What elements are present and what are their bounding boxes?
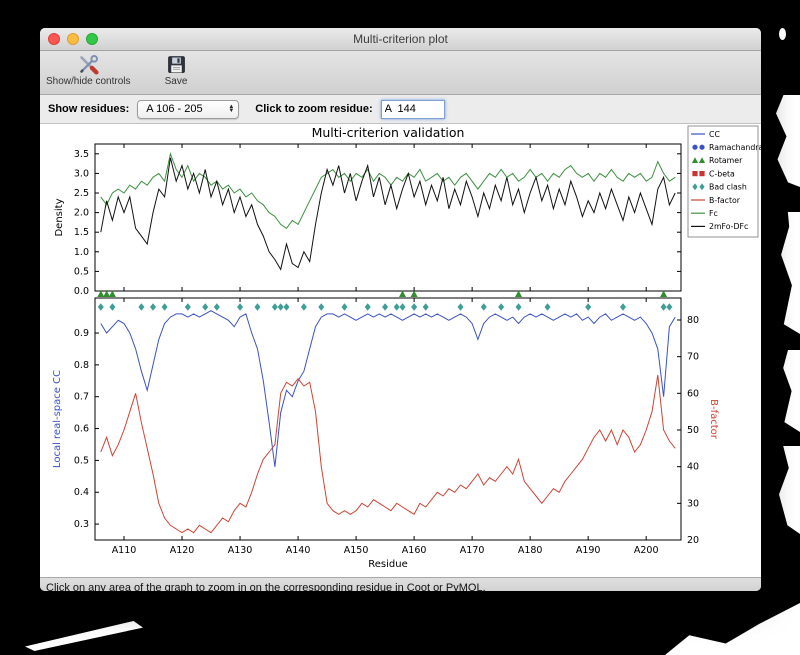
status-bar: Click on any area of the graph to zoom i… bbox=[40, 577, 761, 591]
svg-text:A130: A130 bbox=[228, 545, 253, 556]
svg-text:40: 40 bbox=[687, 462, 699, 473]
residue-range-value: A 106 - 205 bbox=[146, 103, 203, 115]
svg-text:Bad clash: Bad clash bbox=[709, 183, 747, 192]
svg-text:70: 70 bbox=[687, 352, 699, 363]
background-artifact bbox=[779, 28, 786, 40]
svg-text:0.0: 0.0 bbox=[74, 286, 89, 297]
svg-text:80: 80 bbox=[687, 315, 699, 326]
svg-text:Multi-criterion validation: Multi-criterion validation bbox=[312, 125, 465, 140]
background-artifact bbox=[781, 212, 800, 334]
background-artifact bbox=[783, 350, 800, 432]
toolbar: Show/hide controls Save bbox=[40, 51, 761, 95]
svg-text:0.9: 0.9 bbox=[74, 328, 89, 339]
svg-text:50: 50 bbox=[687, 425, 699, 436]
svg-text:A190: A190 bbox=[576, 545, 601, 556]
traffic-lights bbox=[48, 28, 98, 50]
svg-text:B-factor: B-factor bbox=[708, 399, 719, 440]
svg-text:A170: A170 bbox=[460, 545, 485, 556]
save-label: Save bbox=[164, 76, 188, 87]
svg-text:20: 20 bbox=[687, 535, 699, 546]
zoom-button[interactable] bbox=[86, 33, 98, 45]
background-artifact bbox=[665, 603, 800, 655]
svg-text:Residue: Residue bbox=[368, 559, 407, 570]
show-hide-controls-button[interactable]: Show/hide controls bbox=[46, 54, 131, 87]
app-window: Multi-criterion plot Show/hide controls bbox=[40, 28, 761, 591]
close-button[interactable] bbox=[48, 33, 60, 45]
background-artifact bbox=[779, 446, 800, 534]
svg-text:3.5: 3.5 bbox=[74, 149, 89, 160]
svg-text:0.3: 0.3 bbox=[74, 519, 89, 530]
svg-text:Density: Density bbox=[54, 198, 65, 236]
svg-text:A140: A140 bbox=[286, 545, 311, 556]
svg-text:A120: A120 bbox=[170, 545, 195, 556]
svg-text:CC: CC bbox=[709, 130, 720, 139]
background-artifact bbox=[25, 621, 143, 651]
svg-text:2mFo-DFc: 2mFo-DFc bbox=[709, 222, 748, 231]
svg-text:2.0: 2.0 bbox=[74, 208, 89, 219]
window-title: Multi-criterion plot bbox=[353, 32, 448, 46]
residue-range-select[interactable]: A 106 - 205 ▲ ▼ bbox=[137, 99, 240, 119]
svg-text:0.8: 0.8 bbox=[74, 360, 89, 371]
svg-text:A180: A180 bbox=[518, 545, 543, 556]
background-artifact bbox=[776, 95, 800, 187]
minimize-button[interactable] bbox=[67, 33, 79, 45]
status-text: Click on any area of the graph to zoom i… bbox=[46, 582, 486, 591]
svg-text:Ramachandran: Ramachandran bbox=[709, 143, 761, 152]
figure-svg[interactable]: Multi-criterion validation A110 A120 A130 A1… bbox=[40, 124, 761, 577]
svg-text:0.5: 0.5 bbox=[74, 455, 89, 466]
window-titlebar[interactable]: Multi-criterion plot bbox=[40, 28, 761, 51]
svg-text:Fc: Fc bbox=[709, 209, 718, 218]
zoom-residue-label: Click to zoom residue: bbox=[255, 103, 373, 115]
tools-icon bbox=[79, 55, 99, 75]
save-button[interactable]: Save bbox=[165, 54, 188, 87]
show-hide-controls-label: Show/hide controls bbox=[46, 76, 131, 87]
svg-text:1.0: 1.0 bbox=[74, 247, 89, 258]
controls-bar: Show residues: A 106 - 205 ▲ ▼ Click to z… bbox=[40, 95, 761, 124]
svg-text:60: 60 bbox=[687, 388, 699, 399]
svg-text:0.6: 0.6 bbox=[74, 424, 89, 435]
svg-text:Local real-space CC: Local real-space CC bbox=[52, 370, 63, 468]
svg-text:A110: A110 bbox=[112, 545, 137, 556]
popup-arrows-icon: ▲ ▼ bbox=[228, 103, 235, 114]
save-icon bbox=[167, 56, 185, 73]
svg-text:A200: A200 bbox=[634, 545, 659, 556]
svg-text:1.5: 1.5 bbox=[74, 227, 89, 238]
svg-text:Rotamer: Rotamer bbox=[709, 156, 743, 165]
svg-text:A150: A150 bbox=[344, 545, 369, 556]
svg-text:0.5: 0.5 bbox=[74, 266, 89, 277]
svg-text:A160: A160 bbox=[402, 545, 427, 556]
svg-text:2.5: 2.5 bbox=[74, 188, 89, 199]
svg-text:0.4: 0.4 bbox=[74, 487, 89, 498]
show-residues-label: Show residues: bbox=[48, 103, 130, 115]
plot-area[interactable]: Multi-criterion validation A110 A120 A130 A1… bbox=[40, 124, 761, 577]
svg-text:B-factor: B-factor bbox=[709, 196, 741, 205]
svg-text:3.0: 3.0 bbox=[74, 168, 89, 179]
svg-text:C-beta: C-beta bbox=[709, 169, 735, 178]
svg-text:30: 30 bbox=[687, 498, 699, 509]
zoom-residue-input[interactable] bbox=[380, 99, 445, 119]
svg-text:0.7: 0.7 bbox=[74, 392, 89, 403]
